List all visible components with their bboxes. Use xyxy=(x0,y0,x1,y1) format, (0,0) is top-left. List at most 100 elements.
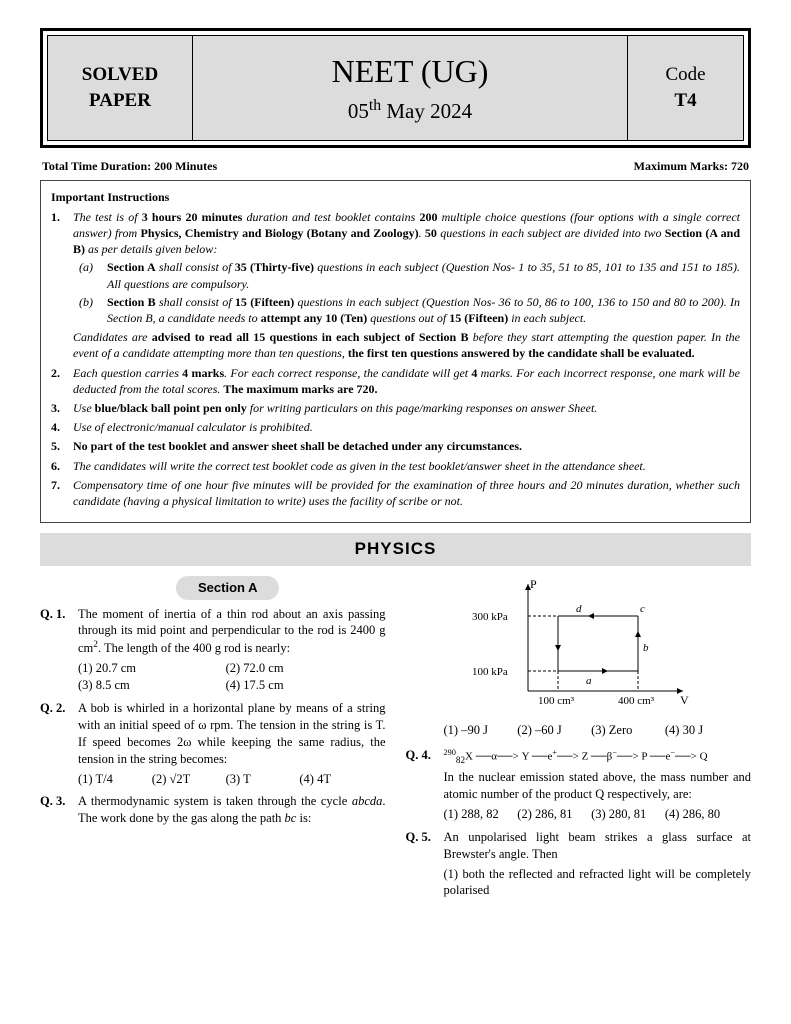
q-body: An unpolarised light beam strikes a glas… xyxy=(444,829,752,900)
pt-a: a xyxy=(586,675,592,687)
q-body: 29082X ──α──> Y ──e+──> Z ──β−──> P ──e−… xyxy=(444,747,752,823)
instructions-list: 1. The test is of 3 hours 20 minutes dur… xyxy=(51,209,740,509)
header-frame: SOLVED PAPER NEET (UG) 05th May 2024 Cod… xyxy=(40,28,751,148)
exam-date: 05th May 2024 xyxy=(203,95,617,125)
inst-number: 7. xyxy=(51,477,73,509)
option: (1) 288, 82 xyxy=(444,806,518,823)
instruction-item: 3.Use blue/black ball point pen only for… xyxy=(51,400,740,416)
marks-text: Maximum Marks: 720 xyxy=(634,158,749,174)
inst-sub: (b) Section B shall consist of 15 (Fifte… xyxy=(79,294,740,326)
option: (2) 72.0 cm xyxy=(226,660,374,677)
question-5: Q. 5. An unpolarised light beam strikes … xyxy=(406,829,752,900)
paper-label: PAPER xyxy=(58,88,182,114)
date-rest: May 2024 xyxy=(381,99,472,123)
instruction-item: 7.Compensatory time of one hour five min… xyxy=(51,477,740,509)
q3-options: (1) –90 J (2) –60 J (3) Zero (4) 30 J xyxy=(444,722,752,739)
option: (1) both the reflected and refracted lig… xyxy=(444,866,752,900)
instruction-item: 6.The candidates will write the correct … xyxy=(51,458,740,474)
date-day: 05 xyxy=(348,99,369,123)
instructions-box: Important Instructions 1. The test is of… xyxy=(40,180,751,523)
inst-tail: Candidates are advised to read all 15 qu… xyxy=(73,329,740,361)
q-number: Q. 5. xyxy=(406,829,444,900)
y-bot-label: 100 kPa xyxy=(472,666,508,678)
q-text: An unpolarised light beam strikes a glas… xyxy=(444,830,752,861)
option: (3) 8.5 cm xyxy=(78,677,226,694)
inst-text: No part of the test booklet and answer s… xyxy=(73,438,740,454)
solved-label: SOLVED xyxy=(58,62,182,88)
inst-number: 1. xyxy=(51,209,73,362)
header-right: Code T4 xyxy=(628,36,743,140)
pt-d: d xyxy=(576,603,582,615)
q-body: A bob is whirled in a horizontal plane b… xyxy=(78,700,386,787)
inst-body: The test is of 3 hours 20 minutes durati… xyxy=(73,209,740,362)
pv-diagram: P V 300 kPa 100 kPa 100 cm³ 400 cm³ a b … xyxy=(458,576,698,716)
inst-text: Use of electronic/manual calculator is p… xyxy=(73,419,740,435)
header-left: SOLVED PAPER xyxy=(48,36,193,140)
q-number: Q. 1. xyxy=(40,606,78,695)
question-4: Q. 4. 29082X ──α──> Y ──e+──> Z ──β−──> … xyxy=(406,747,752,823)
inst-number: 6. xyxy=(51,458,73,474)
option: (1) –90 J xyxy=(444,722,518,739)
inst-sub: (a) Section A shall consist of 35 (Thirt… xyxy=(79,259,740,291)
section-a-label: Section A xyxy=(176,576,279,600)
inst-text: Use blue/black ball point pen only for w… xyxy=(73,400,740,416)
sub-label: (b) xyxy=(79,294,107,326)
pt-c: c xyxy=(640,603,645,615)
q-number: Q. 4. xyxy=(406,747,444,823)
question-columns: Section A Q. 1. The moment of inertia of… xyxy=(40,574,751,905)
date-ordinal: th xyxy=(369,97,381,114)
q-text: A thermodynamic system is taken through … xyxy=(78,794,386,825)
x-left-label: 100 cm³ xyxy=(538,695,575,707)
option: (2) √2T xyxy=(152,771,226,788)
option: (3) Zero xyxy=(591,722,665,739)
option: (4) 17.5 cm xyxy=(226,677,374,694)
inst-number: 2. xyxy=(51,365,73,397)
pt-b: b xyxy=(643,642,649,654)
q-body: The moment of inertia of a thin rod abou… xyxy=(78,606,386,695)
question-3: Q. 3. A thermodynamic system is taken th… xyxy=(40,793,386,827)
instruction-item: 5.No part of the test booklet and answer… xyxy=(51,438,740,454)
subject-bar: PHYSICS xyxy=(40,533,751,566)
option: (1) 20.7 cm xyxy=(78,660,226,677)
option: (4) 4T xyxy=(299,771,373,788)
axis-v-label: V xyxy=(680,693,689,707)
code-value: T4 xyxy=(638,88,733,114)
q-text: In the nuclear emission stated above, th… xyxy=(444,770,752,801)
q-body: A thermodynamic system is taken through … xyxy=(78,793,386,827)
q-number: Q. 3. xyxy=(40,793,78,827)
y-top-label: 300 kPa xyxy=(472,611,508,623)
sub-text: Section A shall consist of 35 (Thirty-fi… xyxy=(107,259,740,291)
sub-label: (a) xyxy=(79,259,107,291)
option: (3) 280, 81 xyxy=(591,806,665,823)
x-right-label: 400 cm³ xyxy=(618,695,655,707)
inst-text: Each question carries 4 marks. For each … xyxy=(73,365,740,397)
instruction-item: 2.Each question carries 4 marks. For eac… xyxy=(51,365,740,397)
option: (2) –60 J xyxy=(517,722,591,739)
right-column: P V 300 kPa 100 kPa 100 cm³ 400 cm³ a b … xyxy=(406,574,752,905)
q-text: A bob is whirled in a horizontal plane b… xyxy=(78,701,386,766)
inst-number: 3. xyxy=(51,400,73,416)
inst-text: Compensatory time of one hour five minut… xyxy=(73,477,740,509)
q-options: (1) 288, 82 (2) 286, 81 (3) 280, 81 (4) … xyxy=(444,806,752,823)
inst-text: The test is of 3 hours 20 minutes durati… xyxy=(73,210,740,256)
option: (2) 286, 81 xyxy=(517,806,591,823)
inst-text: The candidates will write the correct te… xyxy=(73,458,740,474)
sub-text: Section B shall consist of 15 (Fifteen) … xyxy=(107,294,740,326)
q-options: (1) 20.7 cm (2) 72.0 cm (3) 8.5 cm (4) 1… xyxy=(78,660,386,694)
option: (4) 30 J xyxy=(665,722,739,739)
axis-p-label: P xyxy=(530,577,537,591)
meta-row: Total Time Duration: 200 Minutes Maximum… xyxy=(42,158,749,174)
option: (4) 286, 80 xyxy=(665,806,739,823)
instruction-item: 4.Use of electronic/manual calculator is… xyxy=(51,419,740,435)
exam-title: NEET (UG) xyxy=(203,50,617,93)
code-label: Code xyxy=(638,62,733,88)
q4-reaction: 29082X ──α──> Y ──e+──> Z ──β−──> P ──e−… xyxy=(444,747,752,766)
inst-number: 5. xyxy=(51,438,73,454)
duration-text: Total Time Duration: 200 Minutes xyxy=(42,158,217,174)
header-center: NEET (UG) 05th May 2024 xyxy=(193,36,628,140)
instructions-title: Important Instructions xyxy=(51,189,740,205)
option: (1) T/4 xyxy=(78,771,152,788)
question-2: Q. 2. A bob is whirled in a horizontal p… xyxy=(40,700,386,787)
inst-number: 4. xyxy=(51,419,73,435)
option: (3) T xyxy=(226,771,300,788)
